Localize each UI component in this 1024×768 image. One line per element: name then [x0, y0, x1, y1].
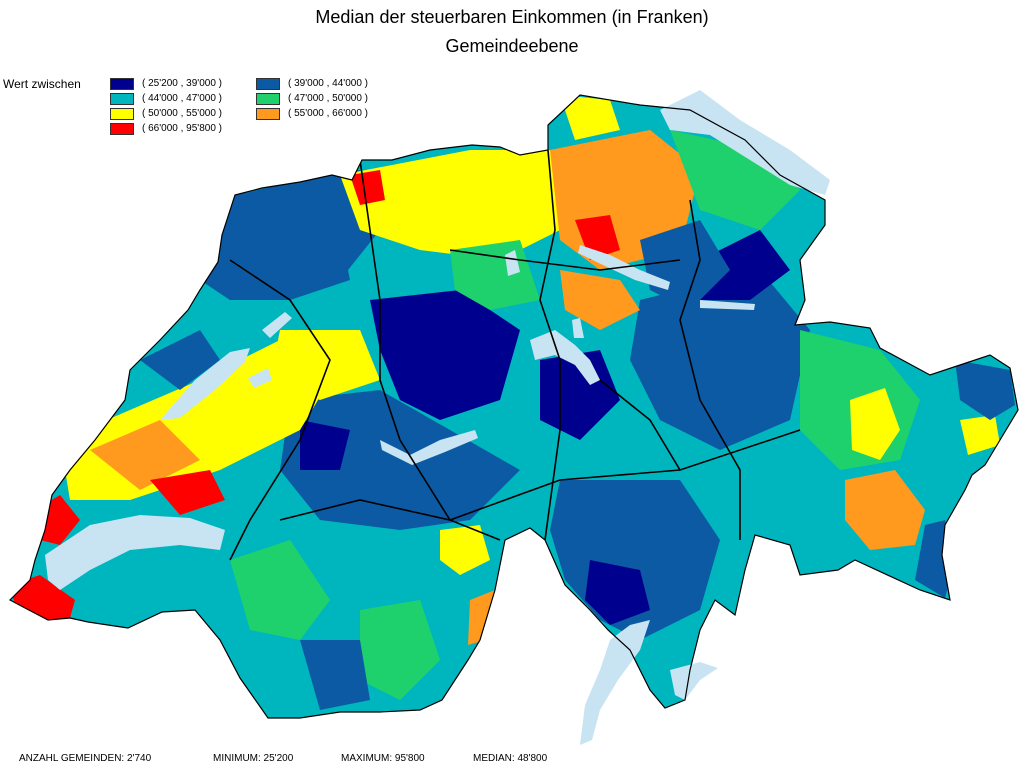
legend-label: ( 39'000 , 44'000 ): [288, 78, 368, 89]
region-jura-west-blue: [215, 215, 265, 270]
legend-item: ( 50'000 , 55'000 ): [110, 107, 222, 120]
switzerland-choropleth-map: [9, 90, 1019, 745]
legend-label: ( 44'000 , 47'000 ): [142, 93, 222, 104]
legend-label: ( 66'000 , 95'800 ): [142, 123, 222, 134]
region-lausanne-red: [150, 470, 225, 515]
legend-item: ( 25'200 , 39'000 ): [110, 77, 222, 90]
stat-municipality-count: ANZAHL GEMEINDEN: 2'740: [19, 753, 152, 764]
canton-border: [539, 149, 561, 541]
legend-swatch: [256, 107, 280, 120]
canton-border: [449, 249, 681, 271]
region-valais-blue: [300, 640, 370, 710]
region-zug-orange: [560, 270, 640, 330]
canton-border: [279, 429, 801, 521]
legend-item: ( 55'000 , 66'000 ): [256, 107, 368, 120]
region-north-yellow: [340, 150, 560, 260]
lake-sihl: [572, 318, 584, 338]
legend-item: ( 66'000 , 95'800 ): [110, 122, 222, 135]
lake-thun-brienz: [380, 430, 478, 465]
region-east-blue: [630, 270, 810, 450]
legend-swatch: [110, 92, 134, 105]
region-engadin-orange: [845, 470, 925, 550]
lake-lugano: [670, 662, 718, 700]
region-central-dark: [370, 290, 520, 420]
stat-minimum: MINIMUM: 25'200: [213, 753, 294, 764]
region-ticino-dark: [585, 560, 650, 625]
map-subtitle: Gemeindeebene: [445, 36, 579, 56]
lake-maggiore: [580, 620, 650, 745]
legend-item: ( 47'000 , 50'000 ): [256, 92, 368, 105]
region-thurgau-green: [670, 130, 800, 230]
lake-biel: [262, 312, 292, 338]
region-east-dark: [700, 230, 790, 300]
region-aargau-green: [450, 240, 540, 310]
lake-sempach: [505, 250, 520, 276]
legend-label: ( 50'000 , 55'000 ): [142, 108, 222, 119]
region-valais-green-2: [360, 600, 440, 700]
legend-label: ( 47'000 , 50'000 ): [288, 93, 368, 104]
legend-label: ( 55'000 , 66'000 ): [288, 108, 368, 119]
legend-swatch: [110, 122, 134, 135]
region-vaud-orange: [90, 420, 200, 490]
stat-median: MEDIAN: 48'800: [473, 753, 548, 764]
region-yellow-se: [960, 415, 1000, 455]
legend-swatch: [110, 107, 134, 120]
stat-maximum: MAXIMUM: 95'800: [341, 753, 425, 764]
legend-swatch: [110, 77, 134, 90]
region-oberland: [280, 390, 520, 530]
region-valais-green: [230, 540, 330, 640]
switzerland-outline: [9, 94, 1019, 719]
legend-item: ( 39'000 , 44'000 ): [256, 77, 368, 90]
region-east-ne: [955, 360, 1015, 420]
legend-caption: Wert zwischen: [3, 77, 81, 91]
lake-neuchatel: [160, 348, 250, 420]
region-bern-yellow: [270, 330, 380, 400]
canton-border: [229, 259, 331, 561]
legend-label: ( 25'200 , 39'000 ): [142, 78, 222, 89]
canton-border: [599, 379, 681, 471]
region-schaffhausen-yellow: [560, 95, 620, 140]
legend-swatch: [256, 77, 280, 90]
map-title: Median der steuerbaren Einkommen (in Fra…: [315, 7, 709, 27]
canton-border: [679, 199, 741, 540]
legend-item: ( 44'000 , 47'000 ): [110, 92, 222, 105]
region-vaud-blue: [140, 330, 220, 390]
lake-murten: [248, 368, 272, 388]
lake-walen: [700, 300, 755, 310]
region-valais-orange: [468, 590, 495, 645]
legend-swatch: [256, 92, 280, 105]
canton-borders: [229, 149, 801, 561]
income-regions: [10, 95, 1015, 710]
region-oberland-dark: [300, 420, 350, 470]
lake-geneva: [45, 515, 225, 590]
lake-lucerne: [530, 330, 600, 385]
region-engadin-yellow: [850, 388, 900, 460]
region-valais-yellow: [440, 525, 490, 575]
region-basel-red: [350, 170, 385, 205]
region-solothurn-blue: [250, 230, 350, 300]
